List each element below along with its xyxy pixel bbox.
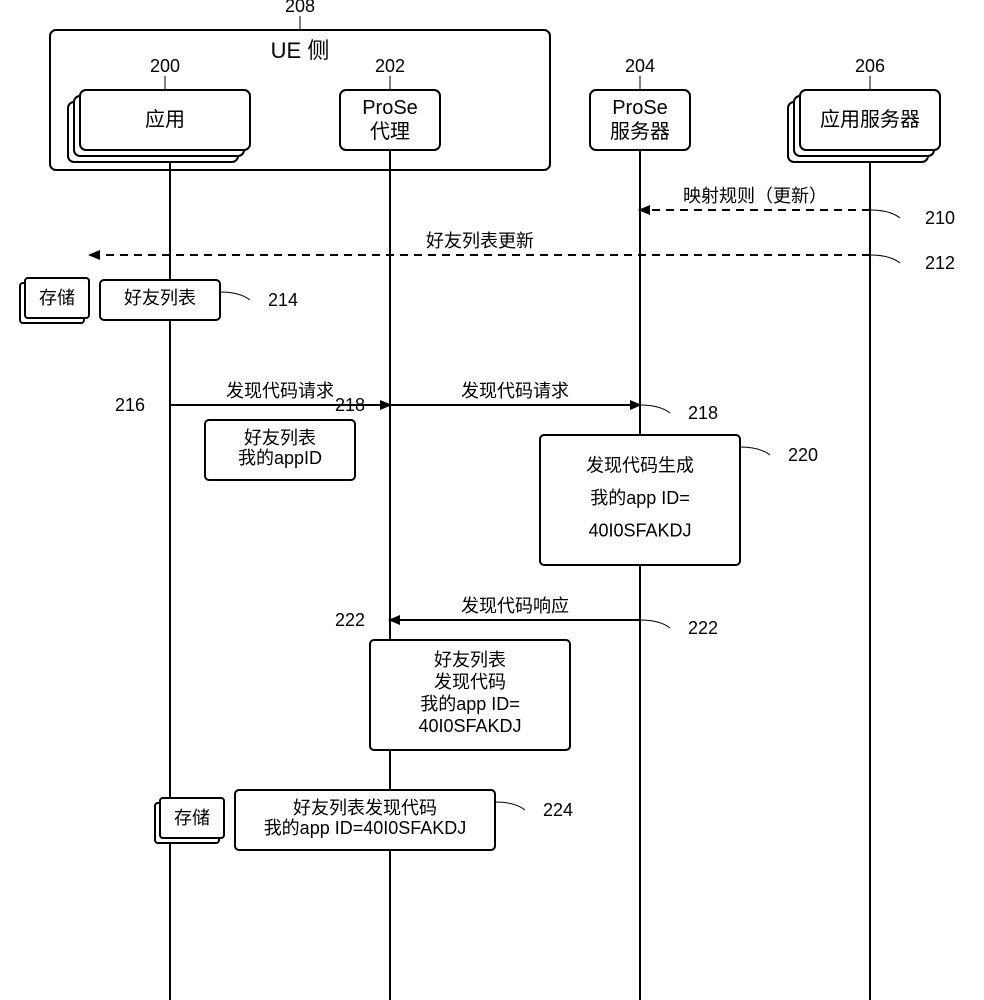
svg-text:映射规则（更新）: 映射规则（更新） (683, 186, 827, 206)
svg-text:好友列表更新: 好友列表更新 (426, 231, 534, 251)
svg-text:代理: 代理 (370, 120, 410, 143)
svg-text:ProSe: ProSe (612, 97, 668, 119)
svg-text:222: 222 (335, 610, 365, 630)
svg-text:好友列表: 好友列表 (434, 650, 506, 670)
svg-text:发现代码请求: 发现代码请求 (226, 381, 334, 401)
svg-text:40I0SFAKDJ: 40I0SFAKDJ (418, 716, 521, 736)
svg-text:我的app ID=40I0SFAKDJ: 我的app ID=40I0SFAKDJ (264, 818, 467, 838)
svg-text:214: 214 (268, 290, 298, 310)
svg-text:40I0SFAKDJ: 40I0SFAKDJ (588, 521, 691, 541)
svg-text:204: 204 (625, 56, 655, 76)
svg-text:好友列表发现代码: 好友列表发现代码 (293, 798, 437, 818)
svg-text:发现代码: 发现代码 (434, 672, 506, 692)
svg-text:218: 218 (335, 395, 365, 415)
svg-text:210: 210 (925, 208, 955, 228)
svg-text:208: 208 (285, 0, 315, 16)
svg-text:212: 212 (925, 253, 955, 273)
svg-text:好友列表: 好友列表 (244, 428, 316, 448)
svg-text:202: 202 (375, 56, 405, 76)
svg-text:发现代码响应: 发现代码响应 (461, 596, 569, 616)
svg-text:存储: 存储 (39, 288, 75, 308)
svg-text:应用: 应用 (145, 108, 185, 131)
svg-text:好友列表: 好友列表 (124, 288, 196, 308)
svg-text:服务器: 服务器 (610, 120, 670, 143)
svg-text:216: 216 (115, 395, 145, 415)
svg-text:我的appID: 我的appID (238, 448, 322, 468)
svg-text:200: 200 (150, 56, 180, 76)
svg-text:存储: 存储 (174, 808, 210, 828)
svg-text:206: 206 (855, 56, 885, 76)
svg-text:发现代码请求: 发现代码请求 (461, 381, 569, 401)
svg-text:218: 218 (688, 403, 718, 423)
svg-text:我的app ID=: 我的app ID= (590, 488, 690, 508)
svg-text:224: 224 (543, 800, 573, 820)
svg-text:220: 220 (788, 445, 818, 465)
svg-text:UE 侧: UE 侧 (271, 38, 330, 63)
svg-text:我的app ID=: 我的app ID= (420, 694, 520, 714)
svg-text:222: 222 (688, 618, 718, 638)
svg-text:发现代码生成: 发现代码生成 (586, 456, 694, 476)
svg-text:应用服务器: 应用服务器 (820, 108, 920, 131)
svg-text:ProSe: ProSe (362, 97, 418, 119)
